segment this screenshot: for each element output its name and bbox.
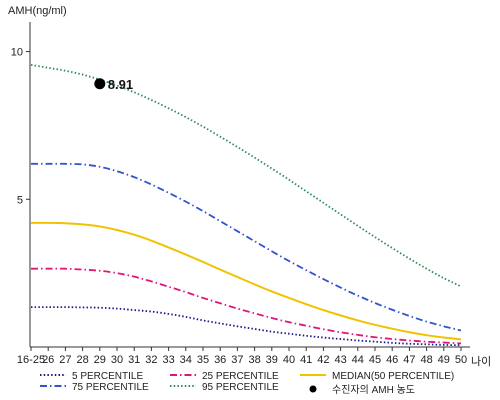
x-tick-label: 47 xyxy=(403,354,415,366)
legend-label: 5 PERCENTILE xyxy=(72,371,143,382)
x-tick-label: 27 xyxy=(59,354,71,366)
x-tick-label: 42 xyxy=(317,354,329,366)
x-tick-label: 35 xyxy=(197,354,209,366)
x-tick-label: 44 xyxy=(352,354,364,366)
x-tick-label: 34 xyxy=(180,354,192,366)
x-tick-label: 45 xyxy=(369,354,381,366)
x-tick-label: 33 xyxy=(162,354,174,366)
x-tick-label: 30 xyxy=(111,354,123,366)
x-axis-title: 나이 xyxy=(471,355,491,368)
series-line-5-percentile xyxy=(31,306,462,347)
x-tick-label: 39 xyxy=(266,354,278,366)
series-line-75-percentile xyxy=(31,162,462,332)
y-tick-label: 5 xyxy=(17,194,23,206)
x-tick-label: 48 xyxy=(420,354,432,366)
annotation-marker xyxy=(94,78,106,90)
legend-marker-label: 수진자의 AMH 농도 xyxy=(332,384,415,396)
x-tick-label: 50 xyxy=(455,354,467,366)
x-tick-label: 43 xyxy=(334,354,346,366)
y-axis-title: AMH(ng/ml) xyxy=(8,5,67,17)
x-tick-label: 38 xyxy=(248,354,260,366)
annotation-label: 8.91 xyxy=(108,77,133,92)
legend: 5 PERCENTILE 25 PERCENTILE MEDIAN(50 PERCE… xyxy=(40,371,454,396)
series-line-25-percentile xyxy=(30,267,462,345)
series-line-95-percentile xyxy=(30,63,462,288)
legend-label: 95 PERCENTILE xyxy=(202,382,279,393)
x-tick-label: 36 xyxy=(214,354,226,366)
x-tick-label: 31 xyxy=(128,354,140,366)
annotation: 8.91 xyxy=(94,77,133,92)
series-line-median-50-percentile xyxy=(30,221,462,341)
x-tick-label: 29 xyxy=(94,354,106,366)
x-tick-label: 41 xyxy=(300,354,312,366)
x-tick-label: 46 xyxy=(386,354,398,366)
y-axis-ticks: 5 10 xyxy=(11,47,30,206)
x-tick-label: 26 xyxy=(42,354,54,366)
x-tick-label: 32 xyxy=(145,354,157,366)
x-tick-label: 16-25 xyxy=(17,354,45,366)
legend-label: 75 PERCENTILE xyxy=(72,382,149,393)
legend-label: MEDIAN(50 PERCENTILE) xyxy=(332,371,454,382)
x-tick-label: 28 xyxy=(76,354,88,366)
y-tick-label: 10 xyxy=(11,47,23,59)
x-tick-label: 40 xyxy=(283,354,295,366)
legend-marker-swatch xyxy=(309,385,317,393)
x-tick-label: 49 xyxy=(438,354,450,366)
legend-label: 25 PERCENTILE xyxy=(202,371,279,382)
series-lines xyxy=(30,63,462,347)
x-tick-label: 37 xyxy=(231,354,243,366)
